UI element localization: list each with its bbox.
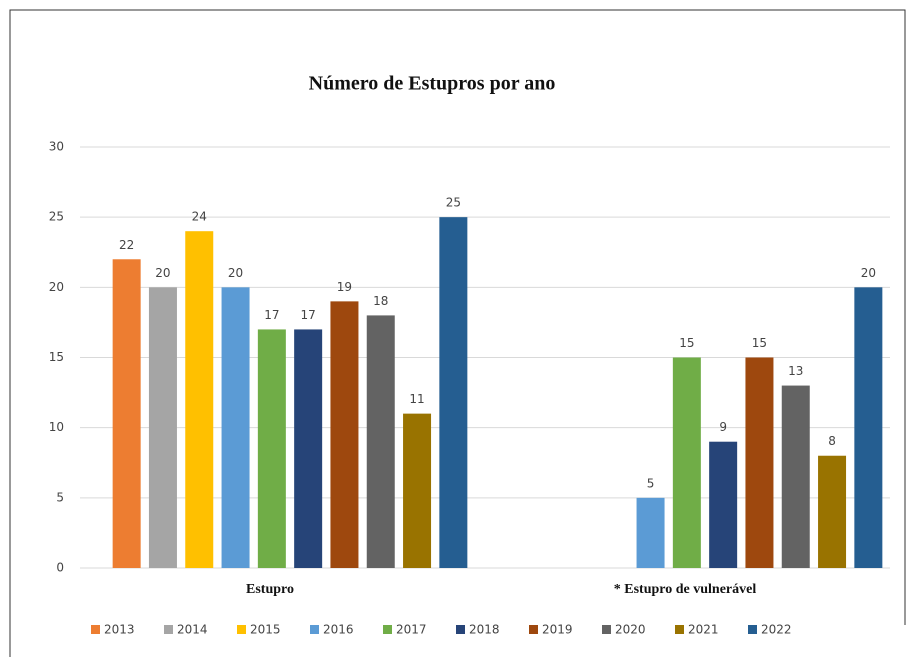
legend-label: 2021	[688, 623, 719, 637]
data-label: 13	[788, 364, 803, 378]
legend-label: 2019	[542, 623, 573, 637]
y-tick-label: 15	[49, 350, 64, 364]
data-label: 9	[719, 420, 727, 434]
legend-swatch	[602, 625, 611, 634]
bar	[294, 329, 323, 568]
bar	[221, 287, 250, 568]
data-label: 18	[373, 294, 388, 308]
data-label: 20	[155, 266, 170, 280]
bar	[636, 497, 665, 568]
frame	[9, 9, 906, 657]
data-label: 5	[647, 476, 655, 490]
bar	[854, 287, 883, 568]
bar	[745, 357, 774, 568]
bar	[439, 217, 468, 568]
legend-label: 2014	[177, 623, 208, 637]
data-label: 22	[119, 238, 134, 252]
legend-swatch	[748, 625, 757, 634]
legend-swatch	[675, 625, 684, 634]
legend-label: 2018	[469, 623, 500, 637]
bar	[112, 259, 141, 568]
data-label: 25	[446, 196, 461, 210]
bar	[185, 231, 214, 568]
bar	[257, 329, 286, 568]
legend-swatch	[237, 625, 246, 634]
y-tick-label: 5	[56, 490, 64, 504]
y-tick-label: 30	[49, 140, 64, 154]
bar	[709, 441, 738, 568]
bar	[781, 385, 810, 568]
bar	[818, 455, 847, 568]
x-tick-label: Estupro	[246, 582, 294, 597]
bar	[366, 315, 395, 568]
legend-label: 2022	[761, 623, 792, 637]
y-tick-label: 25	[49, 210, 64, 224]
bar	[330, 301, 359, 568]
legend-swatch	[529, 625, 538, 634]
legend-swatch	[164, 625, 173, 634]
legend-swatch	[383, 625, 392, 634]
y-tick-label: 20	[49, 280, 64, 294]
data-label: 11	[409, 392, 424, 406]
data-label: 20	[228, 266, 243, 280]
legend-swatch	[310, 625, 319, 634]
legend-swatch	[91, 625, 100, 634]
y-tick-label: 10	[49, 420, 64, 434]
legend-label: 2017	[396, 623, 427, 637]
data-label: 15	[752, 336, 767, 350]
bar	[403, 413, 432, 568]
data-label: 19	[337, 280, 352, 294]
legend-label: 2020	[615, 623, 646, 637]
data-label: 17	[264, 308, 279, 322]
data-label: 15	[679, 336, 694, 350]
bar	[672, 357, 701, 568]
x-tick-label: * Estupro de vulnerável	[614, 582, 757, 597]
legend-label: 2013	[104, 623, 135, 637]
data-label: 20	[861, 266, 876, 280]
data-label: 24	[192, 210, 207, 224]
data-label: 8	[828, 434, 836, 448]
bar	[148, 287, 177, 568]
chart-title: Número de Estupros por ano	[309, 73, 556, 95]
legend-label: 2016	[323, 623, 354, 637]
data-label: 17	[301, 308, 316, 322]
legend-swatch	[456, 625, 465, 634]
y-tick-label: 0	[56, 561, 64, 575]
legend-label: 2015	[250, 623, 281, 637]
